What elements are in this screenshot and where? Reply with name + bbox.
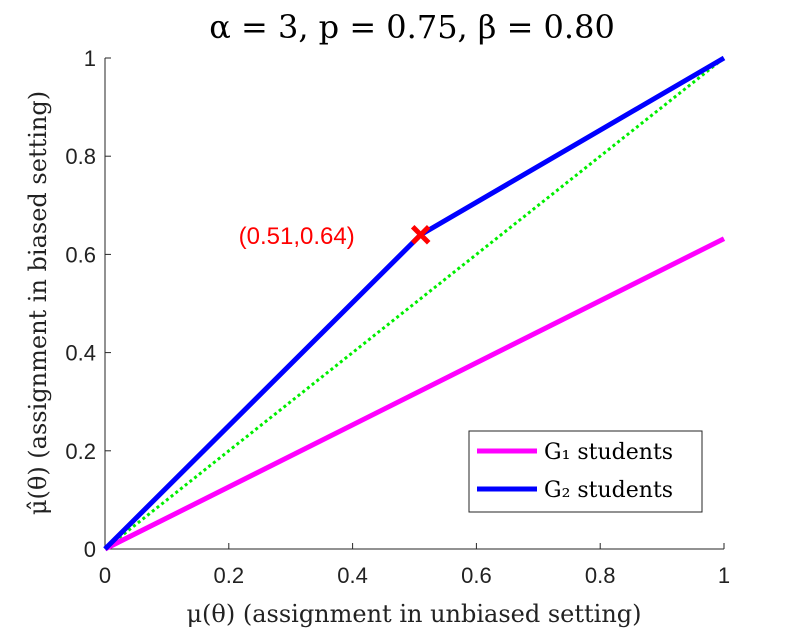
y-tick-label: 0.6 [65, 242, 96, 267]
legend-label-g2: G₂ students [544, 478, 673, 503]
y-axis-label: μ̂(θ) (assignment in biased setting) [24, 91, 52, 515]
x-tick-label: 1 [718, 563, 730, 588]
y-tick-label: 0.4 [65, 341, 96, 366]
x-tick-label: 0.6 [461, 563, 492, 588]
annotation-label: (0.51,0.64) [239, 223, 355, 250]
legend-label-g1: G₁ students [544, 440, 673, 465]
x-tick-label: 0.8 [585, 563, 616, 588]
chart-title: α = 3, p = 0.75, β = 0.80 [209, 8, 615, 46]
annotations: (0.51,0.64) [239, 223, 431, 250]
x-axis-label: μ(θ) (assignment in unbiased setting) [186, 600, 641, 628]
x-tick-label: 0.4 [337, 563, 368, 588]
x-marker [410, 224, 431, 245]
y-tick-label: 0.8 [65, 144, 96, 169]
ticks: 0 0.2 0.4 0.6 0.8 1 0 0.2 0.4 0.6 0.8 1 [65, 46, 730, 588]
x-tick-label: 0 [99, 563, 111, 588]
series-line-g1 [103, 236, 726, 552]
x-tick-label: 0.2 [214, 563, 245, 588]
axes [104, 58, 724, 550]
legend-box [468, 430, 703, 513]
y-tick-label: 0.2 [65, 439, 96, 464]
legend: G₁ students G₂ students [468, 430, 703, 513]
y-tick-label: 1 [84, 46, 96, 71]
y-tick-label: 0 [84, 537, 96, 562]
